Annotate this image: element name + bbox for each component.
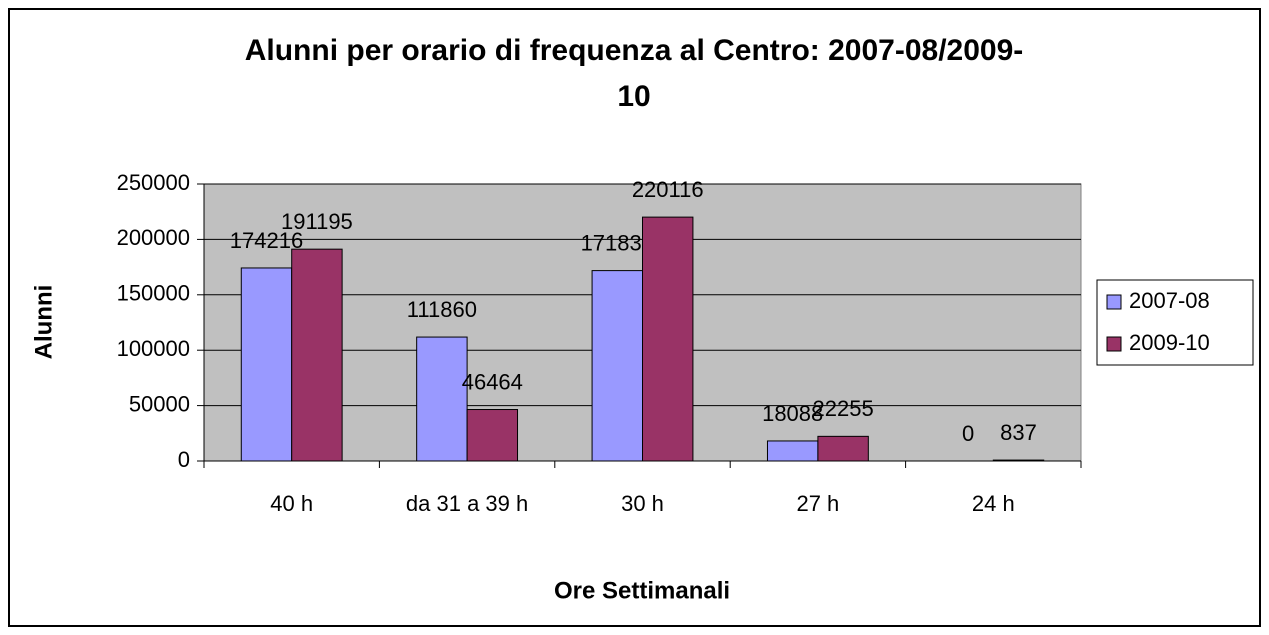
y-axis-title: Alunni [30, 285, 57, 360]
legend-swatch [1106, 294, 1122, 310]
legend-label: 2007-08 [1129, 288, 1210, 313]
data-label: 18088 [762, 401, 823, 426]
data-label: 220116 [632, 177, 704, 202]
data-label: 111860 [407, 297, 477, 322]
bar [992, 459, 1045, 462]
x-axis-title: Ore Settimanali [554, 577, 730, 604]
bar [591, 270, 644, 462]
y-tick-label: 200000 [117, 225, 190, 250]
bar [642, 216, 694, 462]
data-label: 174216 [230, 228, 303, 253]
data-label: 191195 [281, 209, 353, 234]
x-tick-label: 27 h [796, 491, 840, 516]
y-tick-label: 0 [178, 447, 190, 472]
x-tick-label: 40 h [270, 491, 314, 516]
chart-title: Alunni per orario di frequenza al Centro… [244, 34, 1024, 113]
bar [291, 248, 343, 462]
legend-label: 2009-10 [1129, 330, 1210, 355]
data-label: 0 [962, 421, 974, 446]
y-tick-label: 50000 [129, 391, 190, 416]
data-label: 22255 [813, 396, 874, 421]
y-tick-label: 150000 [117, 281, 190, 306]
x-tick-label: 30 h [621, 491, 664, 516]
legend-box [1096, 279, 1254, 366]
data-label: 837 [1000, 420, 1037, 445]
bar [240, 267, 293, 462]
y-tick-label: 100000 [117, 336, 190, 361]
bar [416, 336, 468, 462]
legend-swatch [1106, 336, 1122, 352]
data-label: 46464 [462, 369, 523, 394]
y-tick-label: 250000 [117, 170, 190, 195]
x-tick-label: 24 h [971, 491, 1015, 516]
data-label: 171836 [581, 230, 654, 255]
bar [817, 435, 869, 462]
bar [766, 440, 819, 462]
x-tick-label: da 31 a 39 h [405, 491, 529, 516]
bar [466, 409, 519, 462]
